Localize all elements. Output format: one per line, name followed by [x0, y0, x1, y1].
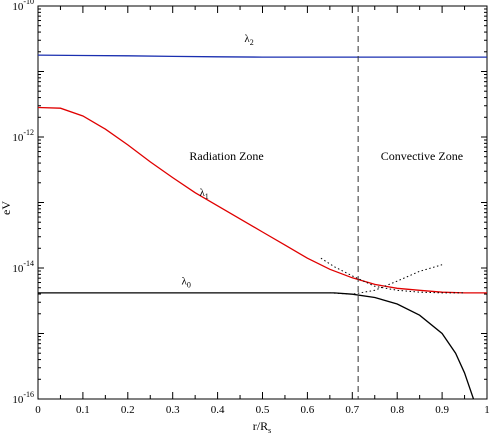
y-tick-base: 10 — [12, 132, 24, 144]
x-tick-label: 0.8 — [390, 404, 404, 416]
y-tick-label: 10-12 — [12, 128, 34, 144]
x-tick-label: 0.1 — [76, 404, 90, 416]
x-axis-label: r/Rs — [253, 419, 271, 435]
x-tick-label: 1 — [484, 404, 490, 416]
series-line-lambda0 — [38, 293, 474, 399]
series-group — [38, 55, 487, 399]
plot-frame — [38, 6, 487, 399]
series-label-sub: 0 — [187, 280, 191, 289]
x-tick-label: 0.2 — [121, 404, 135, 416]
annotation-convective: Convective Zone — [381, 149, 463, 163]
series-line-dotted_lower — [330, 265, 442, 295]
series-label-sub: 2 — [250, 38, 254, 47]
x-tick-label: 0.9 — [435, 404, 449, 416]
x-tick-label: 0.3 — [166, 404, 180, 416]
series-label-lambda1: λ1 — [199, 187, 208, 201]
series-line-lambda2 — [38, 55, 487, 57]
y-tick-exponent: -16 — [23, 390, 34, 399]
x-tick-label: 0.5 — [256, 404, 270, 416]
x-axis-label-sub: s — [268, 426, 271, 435]
y-tick-exponent: -10 — [23, 0, 34, 6]
y-tick-exponent: -12 — [23, 128, 34, 137]
y-tick-exponent: -14 — [23, 259, 34, 268]
y-axis-label: eV — [0, 201, 13, 215]
series-line-lambda1 — [38, 108, 487, 293]
y-tick-label: 10-16 — [12, 390, 34, 406]
x-tick-label: 0.4 — [211, 404, 225, 416]
y-tick-label: 10-14 — [12, 259, 34, 275]
x-tick-label: 0.6 — [301, 404, 315, 416]
ticks: 0 0.1 0.2 0.3 0.4 0.5 0.6 0.7 0.8 0.9 110-1610-141… — [12, 0, 489, 416]
x-tick-label: 0 — [35, 404, 41, 416]
series-label-sub: 1 — [205, 192, 209, 201]
y-tick-base: 10 — [12, 394, 24, 406]
series-label-lambda0: λ0 — [181, 275, 190, 289]
y-tick-base: 10 — [12, 1, 24, 13]
series-label-lambda2: λ2 — [244, 33, 253, 47]
y-tick-label: 10-10 — [12, 0, 34, 13]
x-axis-label-main: r/R — [253, 419, 268, 433]
annotation-radiation: Radiation Zone — [189, 149, 263, 163]
labels-group: λ2 λ1 λ0 Radiation Zone Convective Zone — [181, 33, 463, 289]
y-tick-base: 10 — [12, 263, 24, 275]
x-tick-label: 0.7 — [345, 404, 359, 416]
